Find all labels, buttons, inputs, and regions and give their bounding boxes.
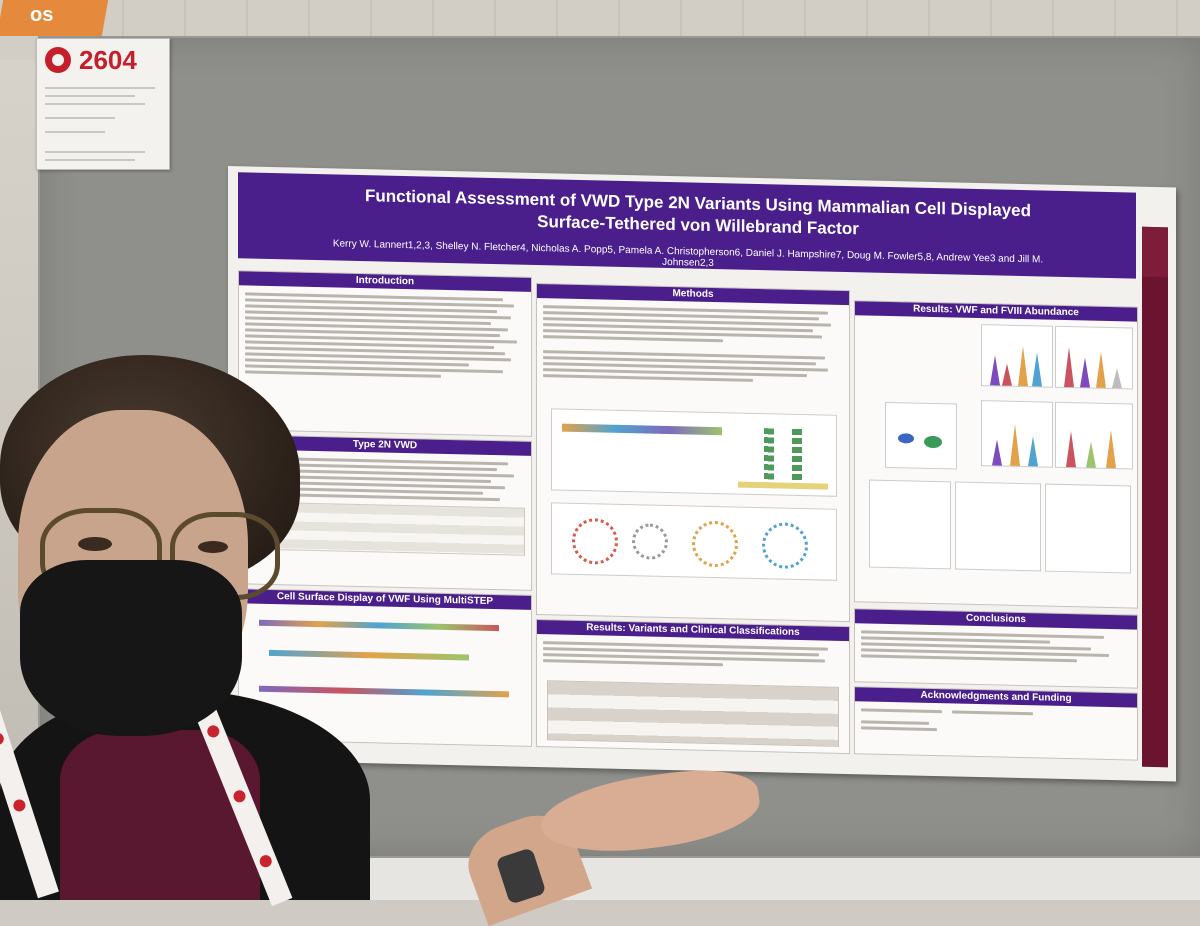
bar-plot	[869, 479, 951, 570]
card-text-line	[45, 87, 155, 89]
orange-sign	[0, 0, 109, 36]
section-heading: Conclusions	[855, 609, 1137, 630]
methods-figure-2	[551, 502, 837, 581]
histogram-plot	[1055, 401, 1133, 470]
variants-table	[547, 680, 839, 747]
card-text-line	[45, 95, 135, 97]
section-heading: Acknowledgments and Funding	[855, 687, 1137, 708]
poster-title: Functional Assessment of VWD Type 2N Var…	[298, 184, 1098, 246]
methods-figure-1	[551, 408, 837, 497]
card-text-line	[45, 103, 145, 105]
section-heading: Methods	[537, 284, 849, 306]
histogram-plot	[981, 324, 1053, 388]
methods-section: Methods	[536, 282, 850, 623]
conclusions-section: Conclusions	[854, 608, 1138, 689]
orange-sign-text: os	[30, 4, 54, 26]
section-heading: Cell Surface Display of VWF Using MultiS…	[239, 589, 531, 610]
card-text-line	[45, 131, 105, 133]
results-abundance-section: Results: VWF and FVIII Abundance	[854, 300, 1138, 609]
section-heading: Results: VWF and FVIII Abundance	[855, 301, 1137, 322]
construct-diagram	[269, 649, 469, 661]
histogram-plot	[981, 400, 1053, 468]
card-text-line	[45, 151, 145, 153]
section-body	[543, 302, 843, 387]
section-heading: Results: Variants and Clinical Classific…	[537, 620, 849, 642]
flow-scatter-plot	[885, 401, 957, 470]
section-heading: Introduction	[239, 271, 531, 292]
section-body	[543, 638, 843, 672]
society-logo-icon	[45, 47, 71, 73]
section-body	[245, 289, 525, 382]
results-variants-section: Results: Variants and Clinical Classific…	[536, 618, 850, 755]
poster-number-card: 2604	[36, 38, 170, 170]
acknowledgments-section: Acknowledgments and Funding	[854, 686, 1138, 761]
side-banner-strip	[1142, 226, 1168, 768]
bar-plot	[1045, 483, 1131, 574]
research-poster: Functional Assessment of VWD Type 2N Var…	[228, 166, 1176, 782]
histogram-plot	[1055, 325, 1133, 390]
construct-diagram	[259, 619, 499, 632]
introduction-section: Introduction	[238, 270, 532, 437]
face-mask	[20, 560, 242, 736]
card-text-line	[45, 117, 115, 119]
bar-plot	[955, 481, 1041, 572]
card-text-line	[45, 159, 135, 161]
construct-diagram	[259, 685, 509, 698]
section-body	[861, 705, 1131, 738]
section-body	[861, 627, 1131, 666]
poster-number: 2604	[79, 45, 137, 75]
side-banner-logo	[1142, 226, 1168, 278]
